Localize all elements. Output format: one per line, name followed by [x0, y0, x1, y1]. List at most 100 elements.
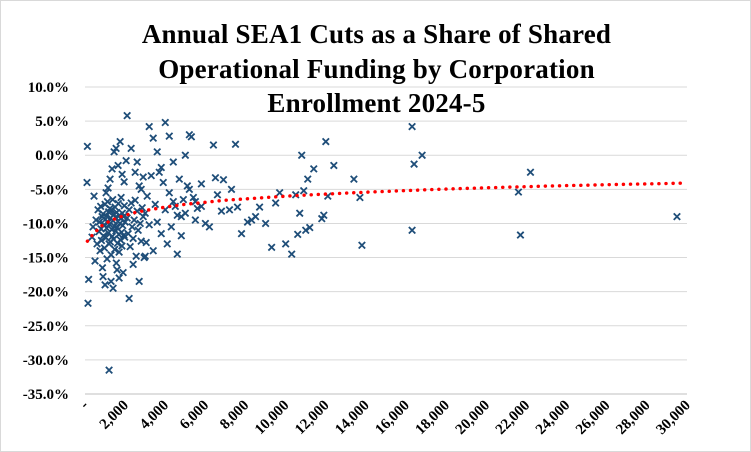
data-point [99, 272, 107, 281]
data-point [209, 141, 218, 149]
data-point [131, 168, 140, 177]
data-point [126, 242, 135, 251]
data-point [125, 205, 134, 214]
data-point [211, 173, 220, 182]
data-point [108, 195, 117, 204]
data-point [84, 299, 92, 308]
data-point [95, 218, 104, 226]
data-point [114, 199, 123, 208]
data-point [275, 188, 284, 197]
x-tick-label: 4,000 [137, 398, 172, 433]
data-point [231, 140, 240, 149]
data-point [187, 132, 196, 141]
data-point [157, 163, 166, 172]
data-point [183, 182, 192, 190]
data-point [181, 209, 190, 218]
data-point [97, 236, 106, 245]
data-point [141, 252, 150, 261]
data-point [293, 230, 302, 239]
data-point [295, 209, 304, 218]
data-point [143, 192, 152, 201]
data-point [83, 142, 92, 151]
data-point [90, 192, 98, 201]
data-point [181, 151, 190, 160]
data-point [287, 250, 296, 259]
data-point [255, 203, 264, 211]
data-point [177, 231, 186, 240]
data-point [321, 137, 330, 146]
data-point [115, 248, 123, 256]
data-point [153, 147, 162, 156]
data-point [89, 222, 97, 231]
data-point [108, 164, 116, 173]
data-point [112, 259, 121, 267]
data-point [151, 200, 160, 209]
chart-title-line-1: Annual SEA1 Cuts as a Share of Shared [141, 19, 612, 49]
data-point [219, 175, 228, 184]
x-tick-label: 26,000 [573, 398, 613, 438]
data-point [410, 160, 418, 168]
data-point [514, 188, 523, 196]
x-tick-label: 18,000 [413, 398, 453, 438]
data-point [107, 250, 115, 259]
data-point [297, 151, 306, 160]
y-tick-label: -15.0% [23, 251, 69, 267]
data-point [134, 226, 143, 235]
data-point [118, 242, 126, 250]
data-point [123, 214, 132, 222]
x-tick-label: 10,000 [252, 398, 292, 438]
data-point [112, 144, 120, 153]
data-point [227, 185, 236, 194]
data-point [135, 277, 144, 286]
y-tick-label: 10.0% [28, 80, 69, 96]
data-point [173, 211, 182, 220]
data-point [159, 178, 168, 187]
data-point [356, 193, 364, 202]
data-point [157, 229, 166, 238]
data-point [139, 212, 148, 221]
x-tick-label: 6,000 [177, 398, 212, 433]
x-tick-label: 22,000 [493, 398, 533, 438]
chart-title-line-3: Enrollment 2024-5 [267, 88, 486, 118]
y-tick-label: -5.0% [30, 182, 69, 198]
data-point [127, 144, 136, 153]
x-tick-label: 14,000 [332, 398, 372, 438]
data-point [121, 218, 130, 226]
x-tick-label: 8,000 [217, 398, 252, 433]
data-point [92, 216, 100, 224]
data-point [105, 366, 113, 374]
data-point [408, 122, 416, 131]
x-tick-label: - [77, 398, 92, 413]
data-point [281, 240, 290, 248]
data-point [233, 203, 242, 211]
data-point [83, 178, 91, 187]
data-point [408, 226, 416, 235]
data-point [317, 214, 326, 223]
data-point [129, 234, 138, 243]
data-point [309, 164, 318, 173]
data-point [117, 193, 125, 202]
data-point [358, 241, 366, 250]
y-tick-label: -25.0% [23, 319, 69, 335]
data-point [139, 173, 148, 181]
x-tick-label: 2,000 [97, 398, 132, 433]
data-point [125, 294, 134, 303]
x-tick-label: 20,000 [453, 398, 493, 438]
data-point [217, 207, 226, 216]
data-point [197, 180, 206, 188]
data-point [350, 175, 358, 183]
data-point [153, 218, 162, 226]
chart-title-line-2: Operational Funding by Corporation [158, 54, 595, 84]
data-point [261, 219, 270, 228]
data-point [271, 199, 280, 207]
data-point [329, 161, 338, 170]
data-point [169, 197, 178, 206]
data-point [129, 260, 138, 269]
x-tick-label: 16,000 [372, 398, 412, 438]
data-point [149, 134, 158, 143]
data-point [98, 263, 107, 272]
data-point [149, 246, 158, 255]
data-point [119, 268, 127, 277]
data-point [301, 226, 310, 235]
